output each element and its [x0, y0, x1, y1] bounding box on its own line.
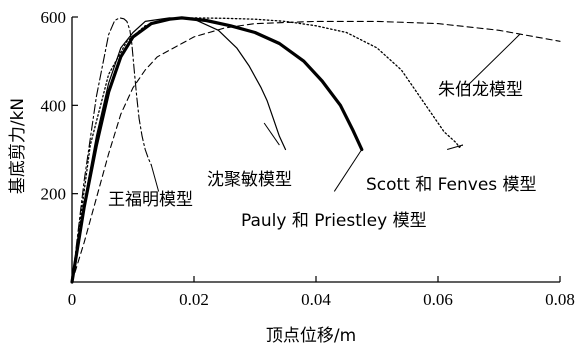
series-line-scott-fenves	[71, 17, 464, 283]
x-tick-label: 0	[68, 290, 77, 309]
series-label-wangfuming: 王福明模型	[108, 190, 193, 210]
series-label-zhubolong: 朱伯龙模型	[438, 80, 523, 100]
x-axis-title: 顶点位移/m	[266, 326, 356, 346]
x-tick-label: 0.06	[423, 290, 453, 309]
series-label-scott-fenves: Scott 和 Fenves 模型	[366, 175, 537, 195]
y-axis-title: 基底剪力/kN	[8, 98, 28, 194]
series-layer	[70, 16, 561, 284]
leader-line-shenjumin	[263, 122, 280, 146]
series-line-pauly-priestley	[70, 16, 364, 284]
series-label-pauly-priestley: Pauly 和 Priestley 模型	[241, 211, 427, 231]
leader-line-wangfuming	[150, 164, 160, 192]
series-line-zhubolong	[71, 20, 561, 283]
series-label-shenjumin: 沈聚敏模型	[207, 170, 292, 190]
y-tick-label: 600	[41, 8, 67, 27]
x-tick-label: 0.02	[179, 290, 209, 309]
series-line-wangfuming	[71, 17, 152, 283]
axes: 0 0.02 0.04 0.06 0.08 200 400 600	[41, 8, 575, 309]
leader-line-scott-fenves	[447, 144, 463, 150]
y-tick-label: 200	[41, 185, 67, 204]
leader-lines	[150, 33, 521, 192]
leader-line-zhubolong	[465, 33, 521, 89]
x-tick-label: 0.08	[545, 290, 575, 309]
y-tick-label: 400	[41, 96, 67, 115]
leader-line-pauly-priestley	[333, 149, 363, 192]
x-tick-label: 0.04	[301, 290, 331, 309]
